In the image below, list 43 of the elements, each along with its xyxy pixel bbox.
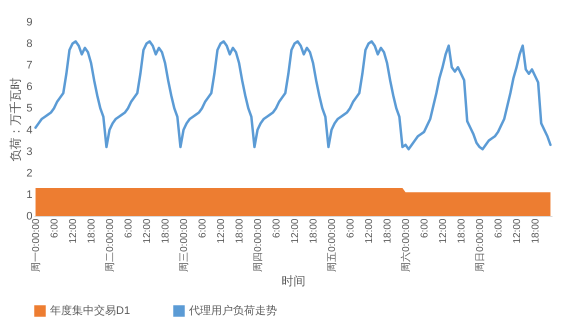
y-tick-label: 1 — [26, 188, 32, 201]
y-tick-label: 7 — [26, 60, 32, 72]
x-tick-label: 周三0:00:00 — [179, 218, 190, 272]
x-tick-label: 12:00 — [290, 218, 302, 244]
x-tick-label: 18:00 — [86, 218, 98, 244]
x-tick-label: 6:00 — [346, 218, 357, 238]
x-axis-title: 时间 — [282, 274, 306, 288]
legend-label: 代理用户负荷走势 — [188, 304, 277, 317]
y-tick-label: 8 — [26, 38, 32, 50]
line-series — [34, 40, 552, 150]
x-tick-label: 12:00 — [438, 218, 450, 244]
x-tick-label: 6:00 — [420, 218, 431, 238]
x-tick-label: 12:00 — [512, 218, 524, 244]
x-tick-label: 周一0:00:00 — [31, 218, 42, 272]
y-tick-label: 6 — [26, 81, 32, 94]
y-tick-label: 5 — [26, 102, 32, 115]
x-tick-label: 周日0:00:00 — [475, 218, 486, 272]
x-tick-label: 6:00 — [50, 218, 61, 238]
x-tick-label: 18:00 — [382, 218, 394, 244]
x-tick-label: 18:00 — [456, 218, 468, 244]
x-tick-label: 12:00 — [142, 218, 154, 244]
x-tick-label: 周五0:00:00 — [327, 218, 338, 272]
x-tick-label: 6:00 — [272, 218, 283, 238]
y-tick-label: 4 — [26, 124, 32, 136]
x-tick-label: 6:00 — [494, 218, 505, 238]
x-tick-label: 18:00 — [234, 218, 246, 244]
y-tick-label: 3 — [26, 146, 32, 158]
x-tick-label: 6:00 — [198, 218, 209, 238]
x-tick-label: 18:00 — [160, 218, 172, 244]
x-tick-label: 12:00 — [68, 218, 80, 244]
y-tick-label: 2 — [26, 167, 32, 180]
x-tick-label: 18:00 — [530, 218, 542, 244]
x-tick-label: 18:00 — [308, 218, 320, 244]
x-tick-label: 12:00 — [364, 218, 376, 244]
x-tick-label: 6:00 — [124, 218, 135, 238]
y-axis-title: 负荷：万千瓦时 — [8, 78, 22, 162]
y-tick-label: 9 — [26, 16, 32, 28]
legend-label: 年度集中交易D1 — [50, 304, 130, 317]
x-tick-label: 周四0:00:00 — [253, 218, 264, 272]
x-tick-label: 周六0:00:00 — [400, 218, 412, 272]
x-tick-label: 12:00 — [216, 218, 228, 244]
y-tick-label: 0 — [26, 210, 32, 222]
x-tick-label: 周二0:00:00 — [105, 218, 116, 272]
